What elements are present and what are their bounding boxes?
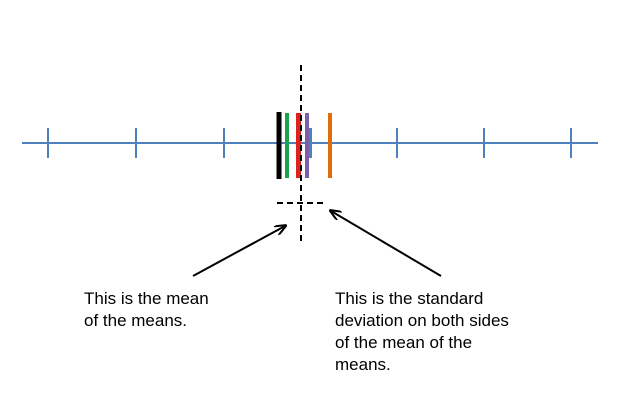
number-line-ticks xyxy=(47,128,572,158)
caption-line: This is the standard xyxy=(335,289,484,308)
caption-line: means. xyxy=(335,355,391,374)
caption-line: This is the mean xyxy=(84,289,209,308)
caption-line: of the mean of the xyxy=(335,333,473,352)
mean-of-means-caption: This is the mean of the means. xyxy=(84,288,209,332)
caption-line: of the means. xyxy=(84,311,188,330)
caption-line: deviation on both sides xyxy=(335,311,509,330)
mean-arrow xyxy=(192,226,285,277)
standard-deviation-caption: This is the standard deviation on both s… xyxy=(335,288,509,376)
sample-mean-marks xyxy=(276,112,332,179)
standard-deviation-arrow xyxy=(331,211,442,277)
